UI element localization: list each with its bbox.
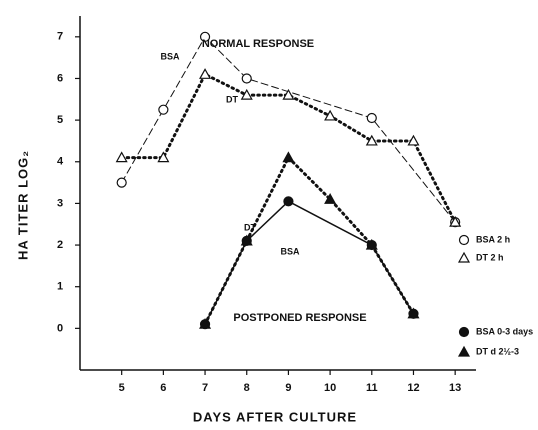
x-tick-label: 6	[160, 382, 166, 394]
y-tick-label: 5	[57, 114, 63, 126]
x-tick-label: 7	[202, 382, 208, 394]
annotation: POSTPONED RESPONSE	[233, 312, 366, 324]
marker	[241, 73, 252, 84]
y-tick-label: 2	[57, 239, 63, 251]
legend-label: DT d 2½-3	[476, 346, 519, 356]
x-tick-label: 12	[407, 382, 419, 394]
y-tick-label: 0	[57, 322, 63, 334]
x-axis-label: DAYS AFTER CULTURE	[193, 409, 357, 424]
y-tick-label: 1	[57, 281, 63, 293]
marker	[116, 177, 127, 188]
y-tick-label: 7	[57, 31, 63, 43]
marker	[365, 238, 378, 250]
series-line	[121, 36, 456, 223]
marker	[324, 109, 337, 121]
marker	[157, 151, 170, 163]
marker	[282, 151, 295, 163]
x-tick-label: 9	[285, 382, 291, 394]
x-tick-label: 5	[119, 382, 125, 394]
marker	[407, 307, 420, 319]
marker	[158, 104, 169, 115]
marker	[199, 317, 212, 329]
marker	[365, 134, 378, 146]
y-tick-label: 6	[57, 72, 63, 84]
marker	[199, 68, 212, 79]
legend-marker	[457, 345, 471, 357]
annotation: BSA	[280, 246, 300, 256]
x-tick-label: 8	[244, 382, 250, 394]
marker	[324, 193, 337, 204]
marker	[115, 151, 128, 163]
x-tick-label: 10	[324, 382, 336, 394]
annotation: BSA	[160, 51, 180, 61]
y-tick-label: 4	[57, 156, 64, 168]
x-tick-label: 11	[366, 382, 378, 394]
marker	[240, 88, 253, 100]
marker	[449, 215, 462, 227]
marker	[282, 88, 295, 100]
marker	[240, 234, 253, 246]
marker	[199, 31, 211, 42]
x-tick-label: 13	[449, 382, 461, 394]
legend-label: BSA 2 h	[476, 234, 510, 244]
legend-marker	[458, 326, 470, 338]
legend-label: DT 2 h	[476, 252, 504, 262]
series-line	[120, 72, 457, 224]
legend-marker	[457, 251, 471, 263]
y-axis-label: HA TITER LOG₂	[15, 150, 30, 260]
annotation: DT	[226, 94, 238, 104]
y-tick-label: 3	[57, 197, 63, 209]
marker	[407, 134, 420, 146]
legend-marker	[458, 234, 470, 246]
marker	[366, 112, 377, 124]
marker	[283, 196, 294, 207]
annotation: NORMAL RESPONSE	[202, 38, 314, 50]
annotation: DT	[244, 222, 256, 232]
series-line	[203, 155, 415, 326]
legend-label: BSA 0-3 days	[476, 326, 533, 336]
